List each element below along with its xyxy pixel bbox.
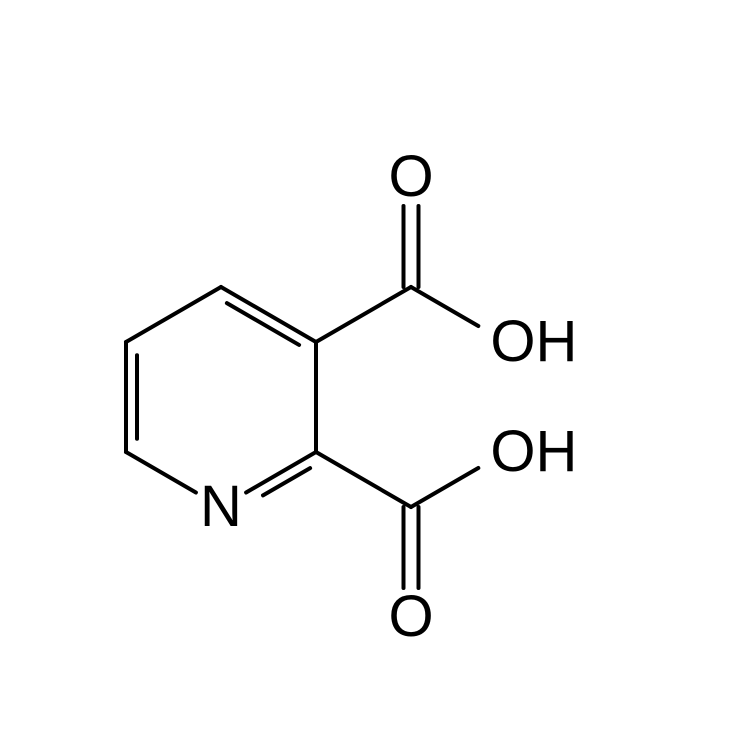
- molecule-svg: [0, 0, 750, 750]
- atom-label-o9: OH: [490, 423, 577, 481]
- molecule-canvas: N O OH O OH: [0, 0, 750, 750]
- atom-label-o11: O: [388, 148, 433, 206]
- atom-label-o12: OH: [490, 313, 577, 371]
- atom-label-o8: O: [388, 588, 433, 646]
- atom-label-n: N: [200, 478, 242, 536]
